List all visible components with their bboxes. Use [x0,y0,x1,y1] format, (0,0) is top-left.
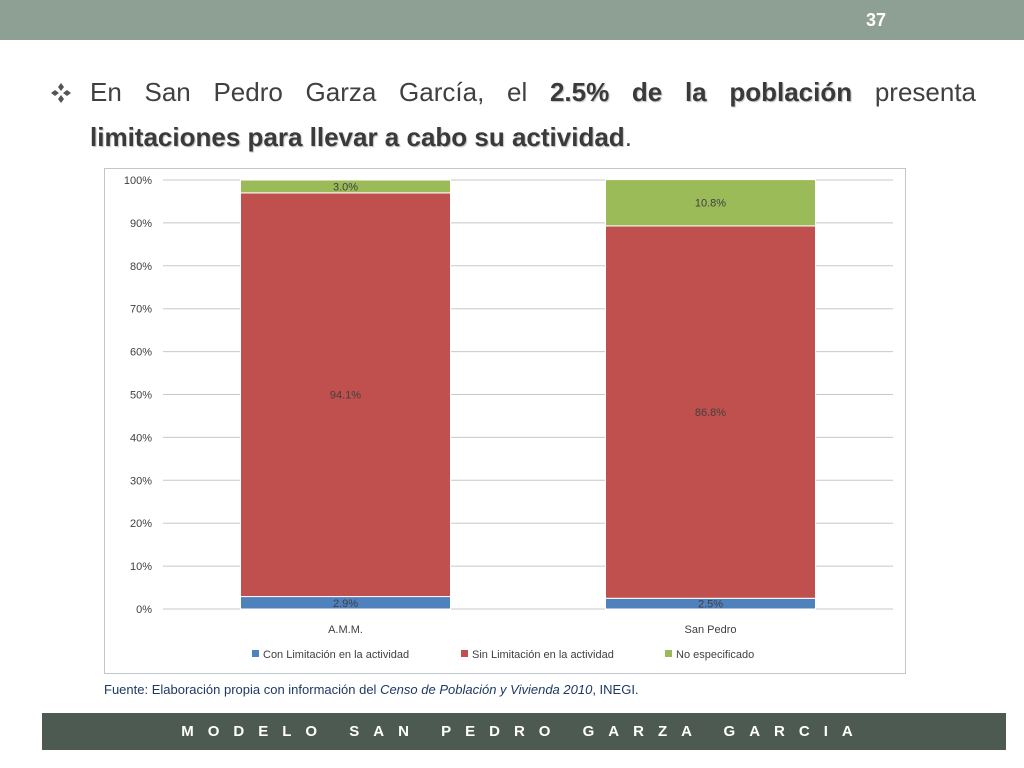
source-suffix: , INEGI. [592,682,639,697]
source-note: Fuente: Elaboración propia con informaci… [104,682,639,697]
y-tick-label: 30% [130,475,152,487]
footer-title: MODELO SAN PEDRO GARZA GARCIA [181,723,867,740]
y-tick-label: 70% [130,304,152,316]
chart-frame: 0% 10% 20% 30% 40% 50% 60% 70% 80% 90% 100% 2.9% 94.… [104,168,906,674]
data-label: 94.1% [330,390,361,402]
y-tick-label: 20% [130,518,152,530]
headline: En San Pedro Garza García, el 2.5% de la… [90,70,976,160]
y-tick-label: 80% [130,261,152,273]
headline-text-3: . [624,122,632,152]
y-tick-label: 90% [130,218,152,230]
data-label: 3.0% [333,181,358,193]
y-tick-label: 40% [130,432,152,444]
source-italic: Censo de Población y Vivienda 2010 [380,682,593,697]
bar-segment [605,179,816,227]
data-label: 86.8% [695,407,726,419]
headline-bold-limitations: limitaciones para llevar a cabo su activ… [90,122,625,152]
bar-segment [240,192,451,598]
stacked-bar-chart: 0% 10% 20% 30% 40% 50% 60% 70% 80% 90% 100% 2.9% 94.… [124,175,893,661]
headline-text-1: En San Pedro Garza García, el [90,77,550,107]
legend-swatch [252,650,259,657]
diamond-bullet-icon [51,83,71,103]
y-tick-label: 0% [136,604,152,616]
headline-text-2: presenta [852,77,977,107]
legend-label: Con Limitación en la actividad [263,649,409,661]
y-tick-label: 50% [130,390,152,402]
data-label: 2.9% [333,598,358,610]
legend-label: Sin Limitación en la actividad [472,649,614,661]
x-category-label: San Pedro [685,624,737,636]
legend-swatch [665,650,672,657]
data-label: 2.5% [698,599,723,611]
y-tick-label: 10% [130,561,152,573]
headline-bold-percent: 2.5% de la población [549,77,853,107]
page-number: 37 [865,10,886,30]
header-bar: 37 [0,0,1024,40]
x-category-label: A.M.M. [328,624,363,636]
legend-label: No especificado [676,649,754,661]
y-tick-label: 100% [124,175,152,187]
source-prefix: Fuente: Elaboración propia con informaci… [104,682,381,697]
data-label: 10.8% [695,198,726,210]
bar-segment [240,179,451,194]
legend-swatch [461,650,468,657]
bar-segment [605,225,816,599]
footer-bar: MODELO SAN PEDRO GARZA GARCIA [42,713,1006,750]
y-tick-label: 60% [130,347,152,359]
